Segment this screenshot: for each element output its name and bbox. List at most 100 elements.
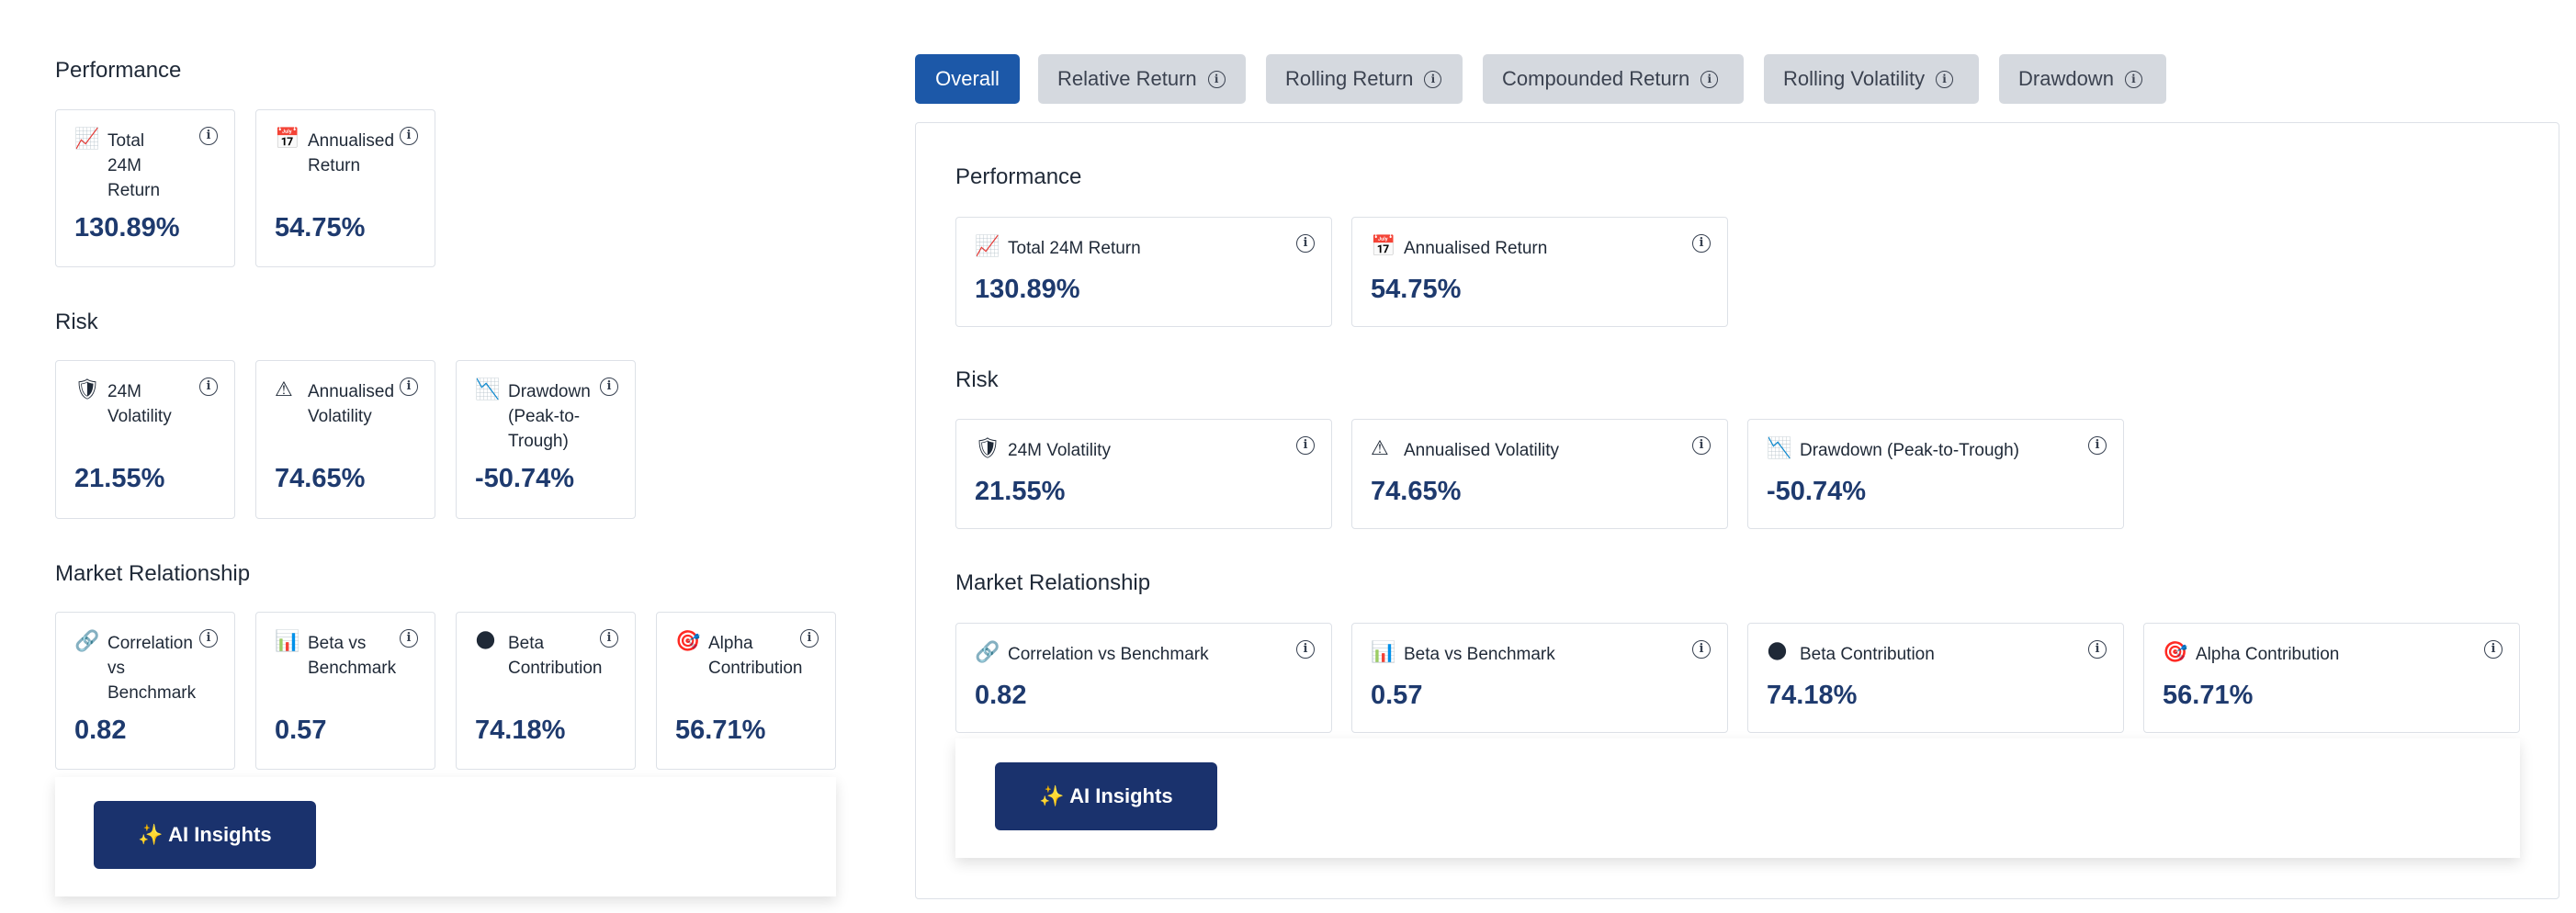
annualised-return-card: 📅 Annualised Return i 54.75%	[1351, 217, 1728, 327]
warning-icon: ⚠	[1371, 437, 1389, 460]
beta-card: 📊 Beta vs Benchmark i 0.57	[1351, 623, 1728, 733]
info-icon[interactable]: i	[1296, 436, 1315, 455]
info-icon[interactable]: i	[199, 127, 218, 145]
beta-contribution-card: 🌑 Beta Contribution i 74.18%	[456, 612, 636, 770]
info-icon[interactable]: i	[2088, 436, 2107, 455]
card-label: 24M Volatility	[107, 382, 172, 426]
card-label: Drawdown (Peak-to-Trough)	[1800, 441, 2019, 460]
info-icon: i	[2124, 70, 2142, 88]
card-label: Alpha Contribution	[708, 634, 803, 678]
chart-down-icon: 📉	[1767, 437, 1792, 460]
info-icon[interactable]: i	[400, 127, 418, 145]
annualised-return-card: 📅 Annualised Return i 54.75%	[255, 109, 435, 267]
shield-icon: 🛡	[975, 437, 1000, 460]
target-icon: 🎯	[675, 630, 701, 653]
tab-relative-return[interactable]: Relative Return i	[1038, 54, 1246, 104]
market-title: Market Relationship	[55, 561, 251, 586]
chart-down-icon: 📉	[475, 378, 501, 401]
info-icon[interactable]: i	[800, 629, 819, 648]
tab-label: Relative Return	[1057, 67, 1197, 90]
info-icon: i	[1424, 70, 1442, 88]
info-icon[interactable]: i	[600, 378, 618, 396]
info-icon: i	[1700, 70, 1719, 88]
tab-label: Rolling Return	[1285, 67, 1414, 90]
card-label: Correlation vs Benchmark	[107, 634, 197, 703]
info-icon[interactable]: i	[1296, 234, 1315, 253]
info-icon[interactable]: i	[1692, 234, 1711, 253]
card-value: 0.57	[1371, 681, 1423, 710]
correlation-card: 🔗 Correlation vs Benchmark i 0.82	[55, 612, 235, 770]
volatility-24m-card: 🛡 24M Volatility i 21.55%	[955, 419, 1332, 529]
tab-label: Rolling Volatility	[1783, 67, 1926, 90]
card-value: 74.65%	[275, 464, 366, 493]
calendar-icon: 📅	[1371, 235, 1396, 258]
card-value: 74.18%	[1767, 681, 1858, 710]
card-label: Beta vs Benchmark	[308, 634, 397, 678]
tab-overall[interactable]: Overall	[915, 54, 1020, 104]
info-icon[interactable]: i	[2484, 640, 2503, 659]
drawdown-card: 📉 Drawdown (Peak-to-Trough) i -50.74%	[456, 360, 636, 519]
info-icon[interactable]: i	[1296, 640, 1315, 659]
card-value: 21.55%	[74, 464, 165, 493]
target-icon: 🎯	[2163, 641, 2188, 664]
ai-insights-button[interactable]: ✨ AI Insights	[94, 801, 316, 869]
alpha-contribution-card: 🎯 Alpha Contribution i 56.71%	[656, 612, 836, 770]
performance-title: Performance	[55, 58, 182, 83]
beta-contribution-card: 🌑 Beta Contribution i 74.18%	[1747, 623, 2124, 733]
drawdown-card: 📉 Drawdown (Peak-to-Trough) i -50.74%	[1747, 419, 2124, 529]
card-label: Annualised Volatility	[308, 382, 395, 426]
card-label: Drawdown (Peak-to-Trough)	[508, 382, 591, 451]
chart-up-icon: 📈	[975, 235, 1000, 258]
info-icon[interactable]: i	[2088, 640, 2107, 659]
card-label: Beta Contribution	[1800, 645, 1935, 664]
info-icon[interactable]: i	[400, 629, 418, 648]
info-icon[interactable]: i	[1692, 436, 1711, 455]
annualised-volatility-card: ⚠ Annualised Volatility i 74.65%	[1351, 419, 1728, 529]
tab-rolling-volatility[interactable]: Rolling Volatility i	[1764, 54, 1979, 104]
link-icon: 🔗	[975, 641, 1000, 664]
card-label: Total 24M Return	[1008, 239, 1141, 258]
info-icon: i	[1207, 70, 1226, 88]
info-icon[interactable]: i	[1692, 640, 1711, 659]
alpha-contribution-card: 🎯 Alpha Contribution i 56.71%	[2143, 623, 2520, 733]
bar-chart-icon: 📊	[275, 630, 300, 653]
tab-label: Drawdown	[2018, 67, 2114, 90]
tab-label: Compounded Return	[1502, 67, 1690, 90]
card-value: 21.55%	[975, 477, 1066, 506]
total-return-card: 📈 Total 24M Return i 130.89%	[55, 109, 235, 267]
card-value: 56.71%	[2163, 681, 2254, 710]
chart-up-icon: 📈	[74, 128, 100, 151]
card-value: 0.82	[74, 716, 127, 745]
performance-title: Performance	[955, 164, 1082, 189]
card-value: 130.89%	[74, 213, 180, 242]
card-label: Annualised Return	[308, 131, 395, 175]
info-icon[interactable]: i	[199, 629, 218, 648]
tab-rolling-return[interactable]: Rolling Return i	[1266, 54, 1463, 104]
card-value: 0.57	[275, 716, 327, 745]
ai-insights-container: ✨ AI Insights	[55, 777, 836, 896]
card-value: -50.74%	[475, 464, 575, 493]
card-label: Alpha Contribution	[2196, 645, 2340, 664]
link-icon: 🔗	[74, 630, 100, 653]
overall-panel: Performance 📈 Total 24M Return i 130.89%…	[915, 122, 2559, 899]
bar-chart-icon: 📊	[1371, 641, 1396, 664]
card-label: Beta vs Benchmark	[1404, 645, 1555, 664]
card-label: Total 24M Return	[107, 131, 161, 200]
card-label: 24M Volatility	[1008, 441, 1111, 460]
ai-insights-button[interactable]: ✨ AI Insights	[995, 762, 1217, 830]
beta-card: 📊 Beta vs Benchmark i 0.57	[255, 612, 435, 770]
card-value: 56.71%	[675, 716, 766, 745]
risk-title: Risk	[955, 367, 999, 392]
info-icon[interactable]: i	[400, 378, 418, 396]
tab-compounded-return[interactable]: Compounded Return i	[1483, 54, 1744, 104]
risk-title: Risk	[55, 310, 98, 334]
info-icon[interactable]: i	[600, 629, 618, 648]
tab-drawdown[interactable]: Drawdown i	[1999, 54, 2166, 104]
globe-icon: 🌑	[475, 630, 496, 653]
card-value: 130.89%	[975, 275, 1080, 304]
card-label: Annualised Volatility	[1404, 441, 1559, 460]
card-label: Beta Contribution	[508, 634, 603, 678]
card-label: Correlation vs Benchmark	[1008, 645, 1209, 664]
info-icon[interactable]: i	[199, 378, 218, 396]
card-value: 74.65%	[1371, 477, 1462, 506]
